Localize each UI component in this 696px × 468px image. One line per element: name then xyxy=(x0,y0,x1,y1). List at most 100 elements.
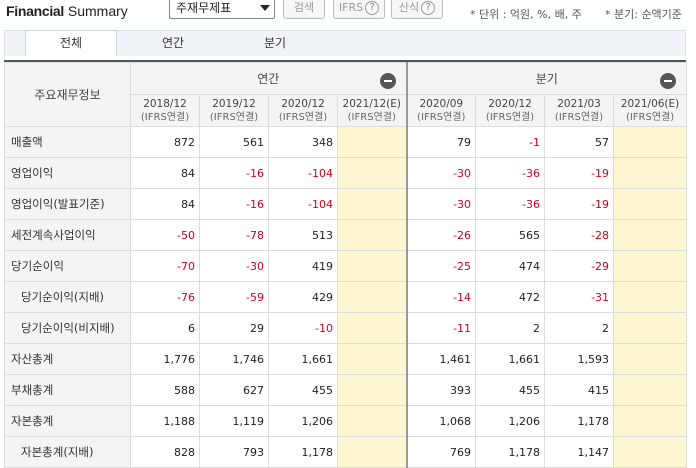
row-label[interactable]: 자본총계(지배) xyxy=(4,436,131,468)
table-cell: 455 xyxy=(268,374,338,406)
collapse-quarter-icon[interactable] xyxy=(660,73,677,89)
table-cell xyxy=(336,126,408,158)
period-date: 2018/12 xyxy=(143,97,187,110)
table-cell: 565 xyxy=(475,219,546,251)
table-cell: 57 xyxy=(544,126,615,158)
table-cell xyxy=(613,250,688,282)
period-header: 2021/06(E) (IFRS연결) xyxy=(613,94,688,127)
table-cell xyxy=(336,157,408,189)
table-cell: 2 xyxy=(475,312,546,344)
table-cell: 415 xyxy=(544,374,615,406)
table-cell: -36 xyxy=(475,157,546,189)
table-cell: 393 xyxy=(405,374,477,406)
title-bold: Financial xyxy=(6,3,64,19)
row-label[interactable]: 부채총계 xyxy=(4,374,131,406)
table-cell xyxy=(613,188,688,220)
period-header: 2020/12 (IFRS연결) xyxy=(475,94,546,127)
period-header: 2021/12(E) (IFRS연결) xyxy=(336,94,408,127)
table-cell: 29 xyxy=(199,312,269,344)
table-cell: -30 xyxy=(405,188,477,220)
chevron-down-icon xyxy=(260,5,270,11)
table-cell: 1,746 xyxy=(199,343,269,375)
table-cell: 769 xyxy=(405,436,477,468)
table-cell: 348 xyxy=(268,126,338,158)
period-header: 2019/12 (IFRS연결) xyxy=(199,94,269,127)
row-header: 주요재무정보 xyxy=(4,62,131,127)
table-cell: -31 xyxy=(544,281,615,313)
tab-quarterly[interactable]: 분기 xyxy=(263,36,287,50)
period-header: 2020/12 (IFRS연결) xyxy=(268,94,338,127)
tab-annual[interactable]: 연간 xyxy=(161,36,185,50)
table-cell: 84 xyxy=(130,157,200,189)
table-cell: 84 xyxy=(130,188,200,220)
table-cell xyxy=(336,374,408,406)
period-basis: (IFRS연결) xyxy=(625,111,675,123)
row-label[interactable]: 영업이익(발표기준) xyxy=(4,188,131,220)
row-label[interactable]: 자본총계 xyxy=(4,405,131,437)
table-cell: -26 xyxy=(405,219,477,251)
table-cell: 2 xyxy=(544,312,615,344)
table-cell: -104 xyxy=(268,188,338,220)
row-label[interactable]: 당기순이익(지배) xyxy=(4,281,131,313)
table-cell: -70 xyxy=(130,250,200,282)
table-cell: -1 xyxy=(475,126,546,158)
statement-type-value: 주재무제표 xyxy=(176,1,232,15)
formula-button[interactable]: 산식? xyxy=(391,0,443,19)
period-note: * 분기: 순액기준 xyxy=(605,8,682,21)
row-label[interactable]: 세전계속사업이익 xyxy=(4,219,131,251)
period-basis: (IFRS연결) xyxy=(140,111,190,123)
row-label[interactable]: 당기순이익 xyxy=(4,250,131,282)
table-cell: -104 xyxy=(268,157,338,189)
period-date: 2021/06(E) xyxy=(620,97,680,110)
table-cell: 1,206 xyxy=(268,405,338,437)
table-cell: 1,206 xyxy=(475,405,546,437)
table-row: 부채총계 588 627 455 393 455 415 xyxy=(4,374,688,406)
table-cell: 472 xyxy=(475,281,546,313)
table-cell: 588 xyxy=(130,374,200,406)
table-cell xyxy=(336,436,408,468)
quarter-label: 분기 xyxy=(535,72,558,86)
period-date: 2020/12 xyxy=(488,97,532,110)
table-cell: -14 xyxy=(405,281,477,313)
table-cell xyxy=(336,188,408,220)
table-cell: 6 xyxy=(130,312,200,344)
search-button[interactable]: 검색 xyxy=(283,0,325,19)
row-label[interactable]: 매출액 xyxy=(4,126,131,158)
row-label[interactable]: 자산총계 xyxy=(4,343,131,375)
row-label[interactable]: 당기순이익(비지배) xyxy=(4,312,131,344)
tab-all[interactable]: 전체 xyxy=(25,30,117,56)
table-row: 영업이익(발표기준) 84 -16 -104 -30 -36 -19 xyxy=(4,188,688,220)
period-basis: (IFRS연결) xyxy=(417,111,466,123)
quarter-group-header: 분기 xyxy=(405,62,688,95)
table-cell: 1,776 xyxy=(130,343,200,375)
table-cell: -25 xyxy=(405,250,477,282)
table-cell xyxy=(336,250,408,282)
table-cell: -16 xyxy=(199,188,269,220)
period-date: 2021/03 xyxy=(557,97,601,110)
statement-type-select[interactable]: 주재무제표 xyxy=(169,0,275,19)
table-cell: 1,461 xyxy=(405,343,477,375)
annual-label: 연간 xyxy=(257,72,280,86)
table-row: 자본총계(지배) 828 793 1,178 769 1,178 1,147 xyxy=(4,436,688,468)
section-title: Financial Summary xyxy=(6,3,128,19)
table-cell xyxy=(613,436,688,468)
table-row: 당기순이익(비지배) 6 29 -10 -11 2 2 xyxy=(4,312,688,344)
table-cell: -29 xyxy=(544,250,615,282)
unit-note: * 단위 : 억원, %, 배, 주 xyxy=(470,8,582,21)
table-cell: 455 xyxy=(475,374,546,406)
table-cell: 1,593 xyxy=(544,343,615,375)
view-tabs: 전체 연간 분기 xyxy=(4,30,686,56)
table-cell: -30 xyxy=(199,250,269,282)
table-cell xyxy=(336,343,408,375)
table-cell: 627 xyxy=(199,374,269,406)
formula-label: 산식 xyxy=(398,1,420,14)
table-row: 영업이익 84 -16 -104 -30 -36 -19 xyxy=(4,157,688,189)
table-row: 자산총계 1,776 1,746 1,661 1,461 1,661 1,593 xyxy=(4,343,688,375)
table-cell: 1,147 xyxy=(544,436,615,468)
table-cell: 872 xyxy=(130,126,200,158)
collapse-annual-icon[interactable] xyxy=(379,73,396,89)
table-cell xyxy=(336,405,408,437)
row-label[interactable]: 영업이익 xyxy=(4,157,131,189)
ifrs-button[interactable]: IFRS? xyxy=(333,0,385,19)
table-cell xyxy=(613,405,688,437)
